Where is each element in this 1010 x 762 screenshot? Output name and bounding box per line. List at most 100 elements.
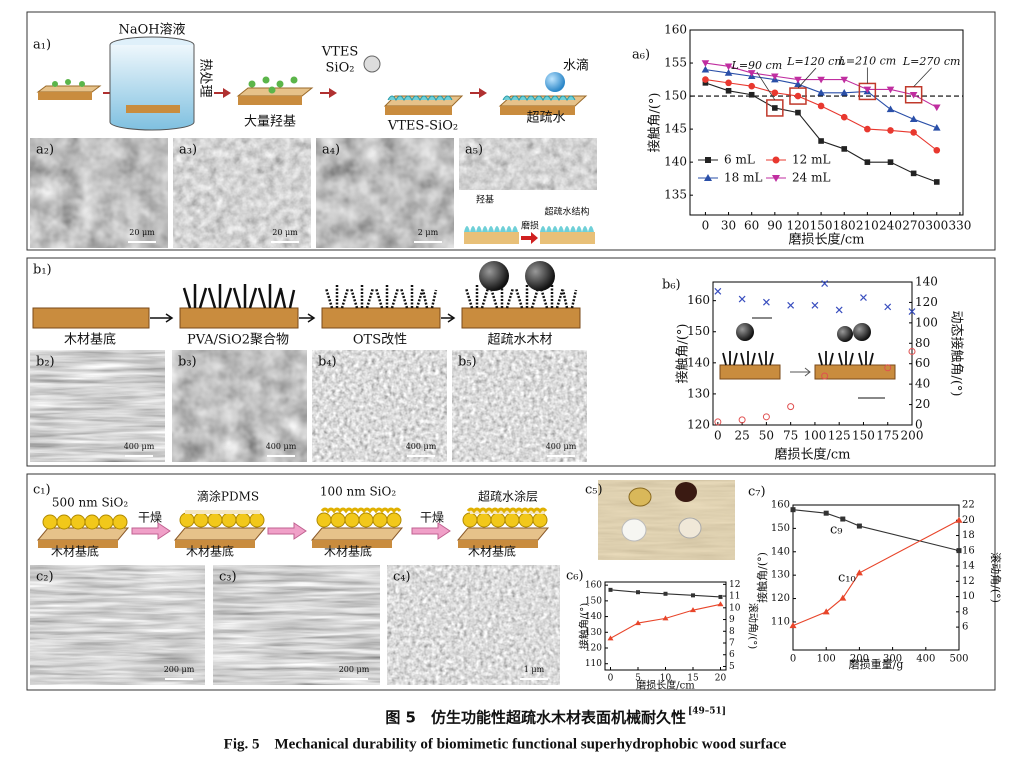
- scale-label: 200 μm: [164, 665, 195, 674]
- micrograph: [213, 565, 380, 685]
- y-tick-label: 140: [585, 612, 602, 622]
- x-axis-label: 磨损长度/cm: [789, 232, 865, 248]
- photo-c5: [598, 480, 735, 560]
- marker: [705, 157, 711, 163]
- panel-c-frame: [26, 473, 996, 691]
- y2-tick-label: 10: [962, 591, 975, 602]
- panel-label: a₃): [179, 143, 197, 158]
- panel-label: c₁): [33, 483, 51, 498]
- leader-line: [797, 67, 817, 89]
- inset-label: 羟基: [476, 194, 494, 206]
- schematic-label: 滴涂PDMS: [197, 489, 259, 504]
- micrograph: [172, 350, 307, 462]
- marker: [835, 306, 843, 314]
- marker: [840, 88, 849, 96]
- panel-label: a₁): [33, 38, 51, 53]
- y-tick-label: 140: [664, 155, 687, 169]
- panel-label: b₆): [662, 278, 681, 293]
- marker: [795, 109, 801, 116]
- y-tick-label: 120: [585, 644, 602, 654]
- marker: [840, 113, 848, 121]
- inset-coating: [540, 226, 594, 232]
- y-tick-label: 160: [585, 581, 602, 591]
- y-tick-label: 150: [585, 596, 602, 606]
- marker: [933, 146, 941, 154]
- scale-label: 20 μm: [129, 228, 155, 237]
- x-tick-label: 500: [949, 654, 968, 665]
- y2-tick-label: 40: [915, 377, 930, 391]
- x-tick-label: 240: [879, 218, 902, 232]
- x-tick-label: 0: [702, 218, 710, 232]
- marker: [772, 105, 778, 111]
- schematic-label: VTES-SiO₂: [387, 119, 458, 134]
- x-tick-label: 200: [850, 654, 869, 665]
- x-tick-label: 75: [783, 428, 798, 442]
- leader-line: [756, 71, 776, 101]
- x-tick-label: 150: [852, 428, 875, 442]
- marker: [932, 104, 941, 112]
- series-line: [610, 603, 721, 639]
- series-line: [792, 509, 960, 552]
- marker: [794, 80, 802, 87]
- leader-line: [913, 67, 932, 88]
- marker: [607, 635, 614, 641]
- legend-label: 24 mL: [792, 171, 830, 185]
- marker: [790, 507, 796, 513]
- micrograph: [30, 565, 205, 685]
- inset-arrow: [521, 232, 538, 244]
- marker: [955, 516, 963, 523]
- y2-axis-label: 动态接触角/(°): [949, 310, 965, 396]
- x-axis-label: 磨损重量/g: [849, 657, 904, 671]
- legend-label: 12 mL: [792, 153, 830, 167]
- panel-label: a₅): [465, 143, 483, 158]
- y2-tick-label: 0: [915, 418, 923, 432]
- inset-coating: [464, 226, 518, 232]
- marker: [933, 179, 940, 185]
- x-tick-label: 0: [714, 428, 722, 442]
- panel-label: c₆): [566, 569, 584, 584]
- marker: [910, 129, 917, 136]
- y-tick-label: 160: [771, 500, 790, 511]
- plot-frame: [712, 281, 913, 426]
- plot-frame: [689, 29, 964, 216]
- marker: [691, 593, 695, 598]
- schematic-label: 超疏水涂层: [478, 489, 538, 504]
- x-tick-label: 50: [759, 428, 774, 442]
- marker: [855, 569, 863, 576]
- micrograph: [30, 138, 168, 248]
- panel-label: c₃): [219, 570, 237, 585]
- marker: [886, 105, 895, 113]
- marker: [789, 622, 797, 629]
- y2-tick-label: 20: [962, 515, 975, 526]
- marker: [702, 76, 709, 83]
- schematic-label: 干燥: [138, 511, 162, 525]
- marker: [724, 63, 733, 71]
- marker: [860, 294, 867, 301]
- legend-label: 18 mL: [724, 171, 762, 185]
- x-tick-label: 125: [828, 428, 851, 442]
- schematic-c: [36, 507, 550, 548]
- micrograph: [459, 138, 597, 190]
- x-tick-label: 175: [876, 428, 899, 442]
- schematic-label: 水滴: [563, 58, 589, 74]
- y-tick-label: 110: [585, 659, 602, 669]
- y2-tick-label: 120: [915, 295, 938, 309]
- y-tick-label: 150: [687, 324, 710, 338]
- marker: [762, 413, 770, 421]
- x-tick-label: 200: [901, 428, 924, 442]
- schematic-label: PVA/SiO2聚合物: [187, 333, 289, 348]
- marker: [701, 65, 710, 73]
- x-tick-label: 330: [948, 218, 971, 232]
- x-tick-label: 20: [715, 674, 727, 684]
- micrograph: [387, 565, 560, 685]
- schematic-a: [36, 36, 588, 131]
- y-tick-label: 130: [585, 628, 602, 638]
- micrograph: [312, 350, 447, 462]
- marker: [771, 73, 779, 81]
- legend-label: 6 mL: [724, 153, 755, 167]
- y-tick-label: 160: [664, 23, 687, 37]
- scale-label: 400 μm: [546, 442, 577, 451]
- panel-label: a₆): [632, 48, 650, 63]
- y2-tick-label: 100: [915, 315, 938, 329]
